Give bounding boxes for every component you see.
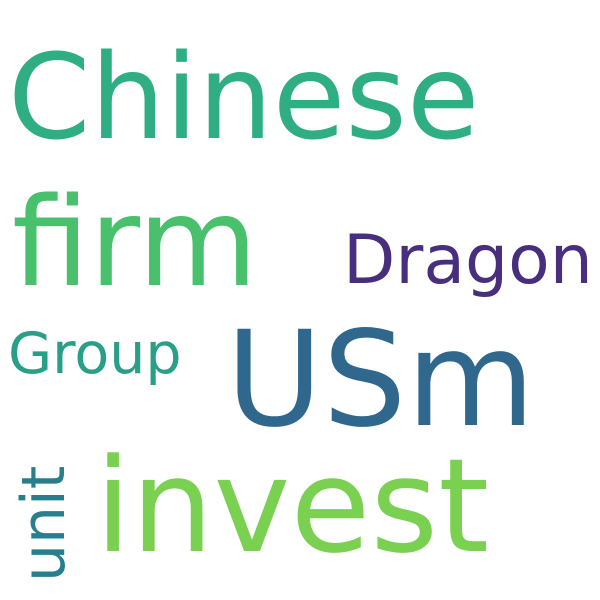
word-firm: firm — [12, 172, 258, 315]
word-dragon: Dragon — [343, 221, 593, 300]
word-group: Group — [8, 321, 182, 387]
word-unit: unit — [9, 465, 79, 582]
word-usm: USm — [226, 303, 535, 457]
word-chinese: Chinese — [8, 28, 480, 166]
word-invest: invest — [95, 430, 490, 582]
